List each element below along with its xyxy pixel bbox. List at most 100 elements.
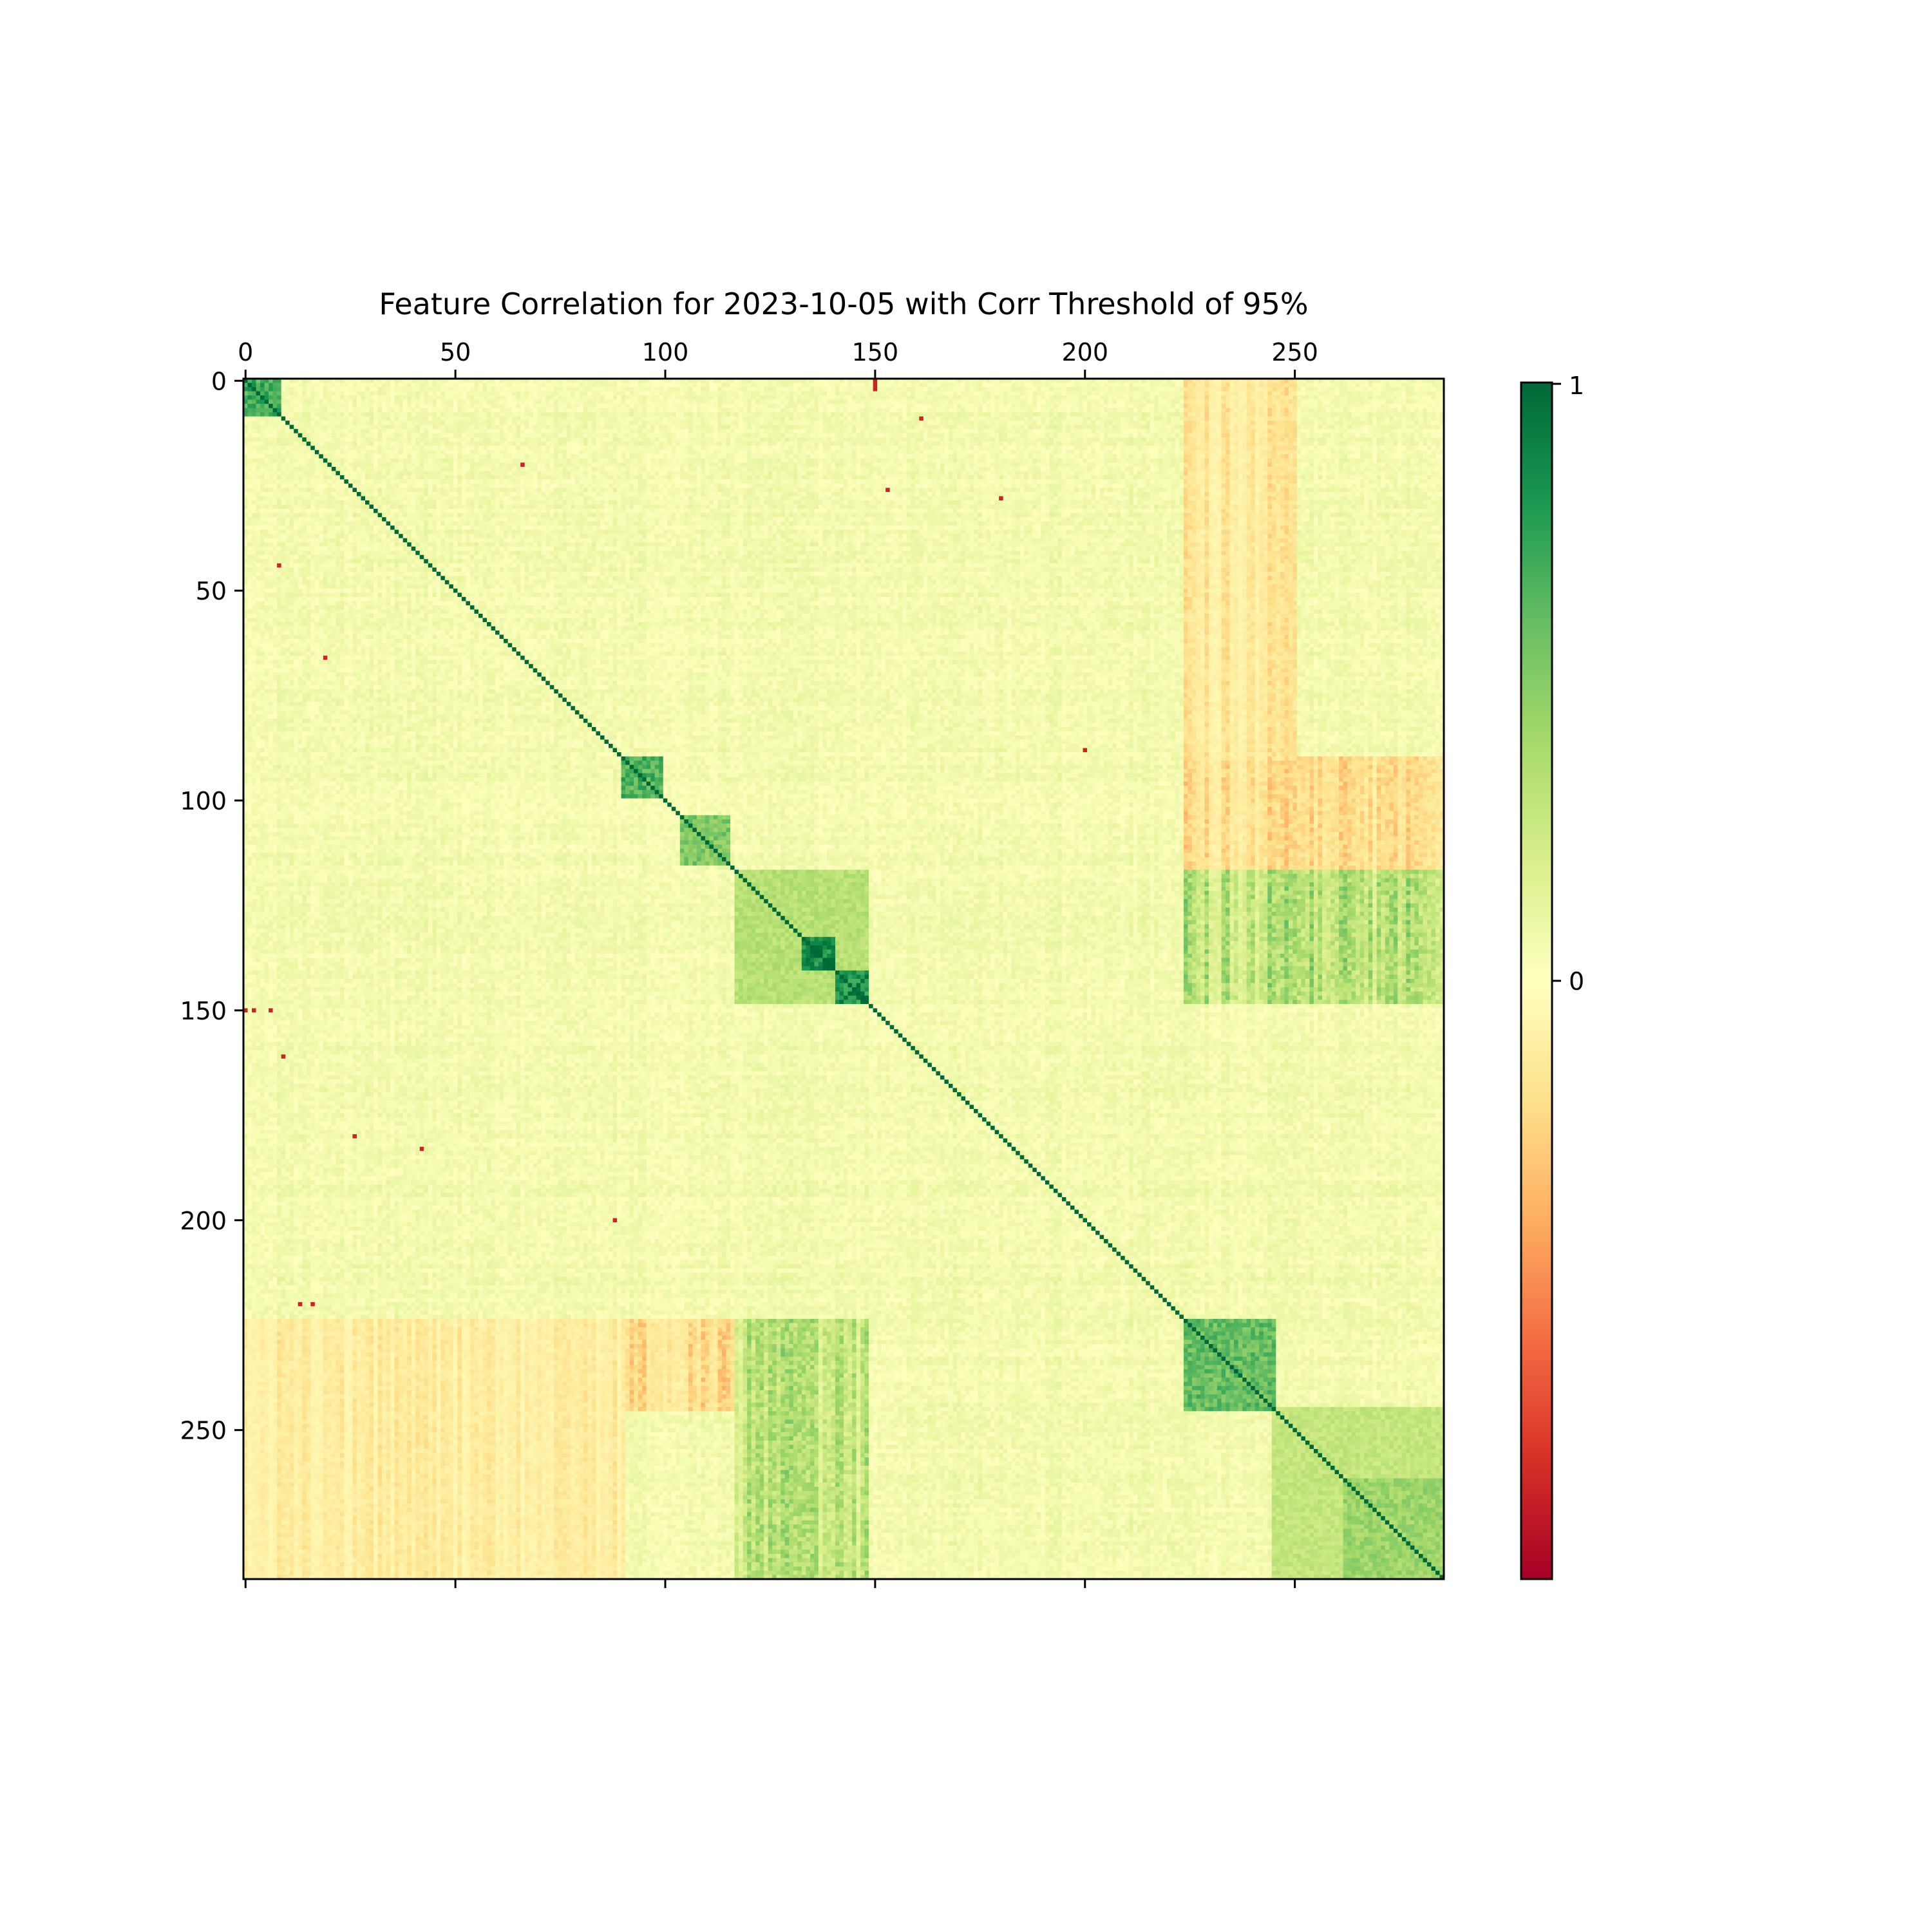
heatmap-cell bbox=[575, 387, 580, 392]
heatmap-cell bbox=[370, 395, 374, 400]
heatmap-cell bbox=[634, 392, 638, 396]
heatmap-cell bbox=[256, 383, 261, 388]
heatmap-cell bbox=[1276, 387, 1280, 392]
heatmap-cell bbox=[1410, 383, 1415, 388]
heatmap-cell bbox=[877, 383, 882, 388]
heatmap-cell bbox=[554, 400, 558, 404]
heatmap-cell bbox=[857, 395, 861, 400]
heatmap-cell bbox=[298, 387, 303, 392]
heatmap-cell bbox=[571, 383, 575, 388]
heatmap-cell bbox=[352, 400, 357, 404]
heatmap-cell bbox=[995, 383, 999, 388]
heatmap-cell bbox=[294, 392, 298, 396]
heatmap-cell bbox=[583, 387, 588, 392]
heatmap-cell bbox=[1322, 392, 1327, 396]
heatmap-cell bbox=[1410, 387, 1415, 392]
heatmap-cell bbox=[1297, 387, 1302, 392]
heatmap-cell bbox=[248, 392, 252, 396]
heatmap-cell bbox=[793, 400, 798, 404]
heatmap-cell bbox=[428, 383, 433, 388]
heatmap-cell bbox=[1309, 387, 1314, 392]
heatmap-cell bbox=[1087, 395, 1092, 400]
heatmap-cell bbox=[1083, 387, 1088, 392]
heatmap-cell bbox=[340, 400, 345, 404]
heatmap-cell bbox=[1327, 392, 1331, 396]
heatmap-cell bbox=[714, 387, 718, 392]
heatmap-cell bbox=[1137, 383, 1142, 388]
heatmap-cell bbox=[323, 387, 328, 392]
heatmap-cell bbox=[1352, 387, 1356, 392]
heatmap-cell bbox=[1339, 392, 1343, 396]
heatmap-cell bbox=[860, 387, 865, 392]
heatmap-cell bbox=[819, 392, 823, 396]
heatmap-cell bbox=[1267, 392, 1272, 396]
heatmap-cell bbox=[873, 400, 878, 404]
heatmap-cell bbox=[478, 392, 483, 396]
heatmap-cell bbox=[252, 387, 256, 392]
heatmap-cell bbox=[1335, 392, 1340, 396]
heatmap-cell bbox=[1108, 400, 1113, 404]
heatmap-cell bbox=[323, 395, 328, 400]
heatmap-cell bbox=[705, 392, 710, 396]
heatmap-cell bbox=[1381, 383, 1385, 388]
heatmap-cell bbox=[785, 392, 790, 396]
heatmap-cell bbox=[1217, 387, 1222, 392]
heatmap-cell bbox=[1179, 387, 1184, 392]
heatmap-cell bbox=[470, 400, 475, 404]
heatmap-cell bbox=[857, 383, 861, 388]
heatmap-cell bbox=[395, 400, 399, 404]
heatmap-cell bbox=[873, 392, 878, 396]
heatmap-cell bbox=[1117, 392, 1121, 396]
heatmap-cell bbox=[676, 392, 680, 396]
heatmap-cell bbox=[613, 395, 618, 400]
heatmap-cell bbox=[1297, 392, 1302, 396]
heatmap-cell bbox=[1280, 383, 1285, 388]
heatmap-cell bbox=[344, 383, 348, 388]
heatmap-cell bbox=[529, 387, 533, 392]
heatmap-cell bbox=[1092, 392, 1096, 396]
heatmap-cell bbox=[894, 383, 898, 388]
heatmap-cell bbox=[772, 400, 777, 404]
heatmap-cell bbox=[319, 392, 323, 396]
heatmap-cell bbox=[923, 395, 928, 400]
heatmap-cell bbox=[655, 383, 659, 388]
heatmap-cell bbox=[1083, 392, 1088, 396]
heatmap-cell bbox=[844, 383, 848, 388]
heatmap-cell bbox=[491, 400, 496, 404]
heatmap-cell bbox=[760, 395, 764, 400]
heatmap-cell bbox=[747, 395, 752, 400]
heatmap-cell bbox=[642, 392, 647, 396]
heatmap-cell bbox=[1309, 383, 1314, 388]
heatmap-cell bbox=[1301, 387, 1305, 392]
heatmap-cell bbox=[420, 395, 424, 400]
heatmap-cell bbox=[932, 387, 936, 392]
heatmap-cell bbox=[1406, 383, 1410, 388]
heatmap-cell bbox=[777, 392, 781, 396]
heatmap-cell bbox=[332, 392, 336, 396]
heatmap-cell bbox=[806, 387, 810, 392]
heatmap-cell bbox=[1167, 395, 1171, 400]
heatmap-cell bbox=[1402, 387, 1406, 392]
heatmap-cell bbox=[529, 400, 533, 404]
heatmap-cell bbox=[647, 383, 651, 388]
heatmap-cell bbox=[399, 400, 403, 404]
heatmap-cell bbox=[911, 383, 915, 388]
heatmap-cell bbox=[277, 400, 281, 404]
heatmap-cell bbox=[764, 395, 768, 400]
heatmap-cell bbox=[457, 392, 462, 396]
heatmap-cell bbox=[768, 400, 773, 404]
heatmap-cell bbox=[1045, 383, 1050, 388]
heatmap-cell bbox=[412, 392, 416, 396]
heatmap-cell bbox=[457, 395, 462, 400]
heatmap-cell bbox=[705, 383, 710, 388]
heatmap-cell bbox=[1394, 392, 1398, 396]
heatmap-cell bbox=[596, 392, 600, 396]
heatmap-cell bbox=[319, 395, 323, 400]
heatmap-cell bbox=[378, 400, 383, 404]
heatmap-cell bbox=[726, 387, 731, 392]
heatmap-cell bbox=[1062, 392, 1066, 396]
heatmap-cell bbox=[445, 395, 450, 400]
heatmap-cell bbox=[382, 392, 386, 396]
heatmap-cell bbox=[554, 387, 558, 392]
heatmap-cell bbox=[672, 400, 676, 404]
